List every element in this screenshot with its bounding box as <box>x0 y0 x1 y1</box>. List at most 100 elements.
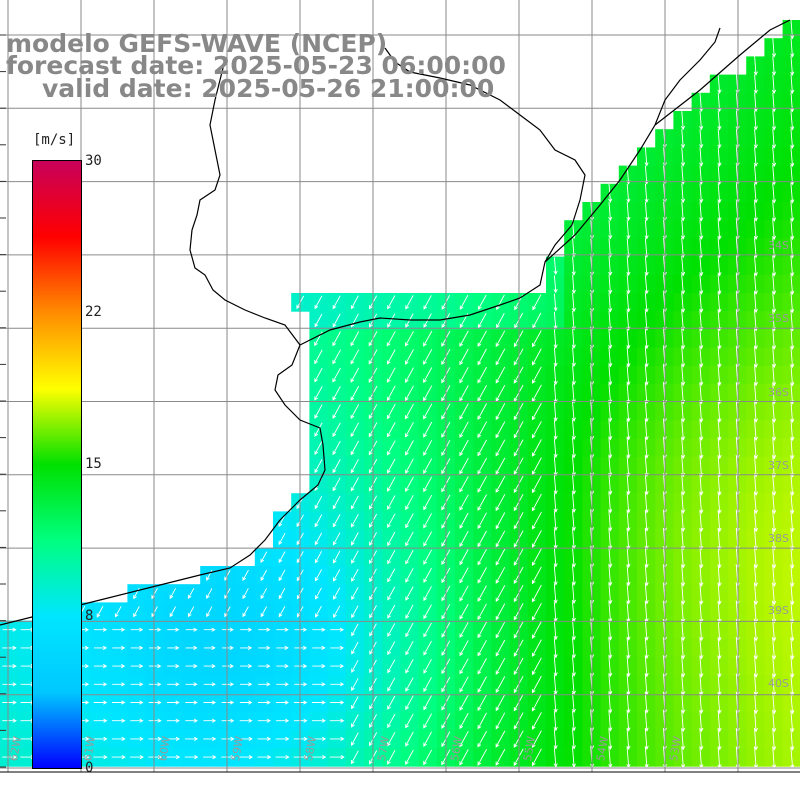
wind-arrow <box>477 639 487 657</box>
colorbar-unit: [m/s] <box>33 132 76 148</box>
wind-arrow <box>553 674 558 695</box>
wind-arrow <box>477 421 487 439</box>
wind-arrow <box>185 645 198 650</box>
wind-arrow <box>351 714 359 728</box>
forecast-date: forecast date: 2025-05-23 06:00:00 <box>6 51 506 80</box>
wind-arrow <box>644 274 649 295</box>
wind-arrow <box>477 730 487 748</box>
coastline-east <box>654 19 791 126</box>
wind-arrow <box>553 747 558 768</box>
wind-arrow <box>423 476 433 493</box>
wind-arrow <box>553 456 558 477</box>
wind-arrow <box>239 736 253 741</box>
wind-arrow <box>459 476 469 493</box>
wind-arrow <box>531 511 542 530</box>
wind-arrow <box>260 588 268 600</box>
wind-arrow <box>717 201 722 222</box>
wind-arrow <box>553 638 558 659</box>
wind-arrow <box>626 401 631 423</box>
wind-arrow <box>477 494 487 511</box>
wind-arrow <box>477 312 487 329</box>
wind-arrow <box>276 627 289 632</box>
wind-arrow <box>187 588 195 600</box>
wind-arrow <box>187 606 195 618</box>
wind-arrow <box>130 664 144 669</box>
wind-arrow <box>350 404 360 420</box>
wind-arrow <box>387 713 396 729</box>
wind-arrow <box>93 700 108 705</box>
wind-arrow <box>644 256 649 277</box>
wind-arrow <box>387 476 396 492</box>
wind-arrow <box>112 664 126 669</box>
wind-arrow <box>477 403 487 420</box>
wind-arrow <box>553 365 558 386</box>
wind-arrow <box>626 346 631 368</box>
wind-arrow <box>314 495 323 510</box>
wind-arrow <box>167 664 180 669</box>
wind-arrow <box>276 682 289 687</box>
colorbar <box>32 160 82 769</box>
wind-arrow <box>553 257 558 275</box>
wind-arrow <box>351 659 359 673</box>
wind-arrow <box>405 731 414 747</box>
wind-arrow <box>753 183 758 204</box>
wind-arrow <box>608 619 613 641</box>
wind-arrow <box>531 439 542 457</box>
wind-arrow <box>203 627 216 632</box>
wind-arrow <box>626 274 631 295</box>
wind-arrow <box>387 695 396 710</box>
wind-arrow <box>571 383 576 404</box>
wind-arrow <box>314 532 323 546</box>
wind-arrow <box>753 255 758 277</box>
wind-arrow <box>608 474 613 496</box>
wind-arrow <box>351 678 359 692</box>
lat-label: 39S <box>768 604 789 617</box>
wind-arrow <box>608 656 613 678</box>
wind-arrow <box>477 548 487 566</box>
wind-arrow <box>571 583 576 605</box>
wind-arrow <box>608 201 613 222</box>
wind-arrow <box>699 255 704 277</box>
wind-arrow <box>351 550 359 564</box>
wind-arrow <box>553 347 558 367</box>
wind-arrow <box>571 310 576 331</box>
wind-arrow <box>386 403 396 420</box>
wind-arrow <box>423 695 432 711</box>
wind-arrow <box>387 550 396 565</box>
wind-arrow <box>315 605 322 618</box>
lat-label: 40S <box>768 677 789 690</box>
colorbar-tick-15: 15 <box>85 456 102 472</box>
wind-arrow <box>553 656 558 677</box>
wind-arrow <box>148 700 162 705</box>
wind-arrow <box>350 385 360 401</box>
wind-arrow <box>315 587 322 600</box>
wind-arrow <box>553 510 558 532</box>
coastline <box>0 59 326 626</box>
wind-arrow <box>477 457 487 475</box>
wind-arrow <box>2 645 17 650</box>
wind-arrow <box>130 645 144 650</box>
wind-arrow <box>717 74 722 94</box>
wind-arrow <box>332 404 341 419</box>
wind-arrow <box>771 56 777 76</box>
wind-arrow <box>644 364 649 386</box>
wind-arrow <box>149 627 162 632</box>
wind-arrow <box>459 749 469 766</box>
wind-arrow <box>112 682 126 687</box>
wind-arrow <box>278 514 286 528</box>
wind-arrow <box>531 548 542 567</box>
wind-arrow <box>405 568 414 583</box>
wind-arrow <box>350 495 359 510</box>
wind-arrow <box>405 695 414 711</box>
wind-arrow <box>571 747 576 768</box>
wind-arrow <box>387 659 396 674</box>
wind-arrow <box>130 755 144 760</box>
wind-arrow <box>405 330 414 347</box>
wind-arrow <box>680 201 686 222</box>
wind-arrow <box>459 658 469 675</box>
lat-lon-grid <box>0 0 800 773</box>
wind-arrow <box>423 385 433 402</box>
wind-arrow <box>717 273 722 295</box>
wind-arrow <box>553 401 558 422</box>
wind-arrow <box>130 736 144 741</box>
